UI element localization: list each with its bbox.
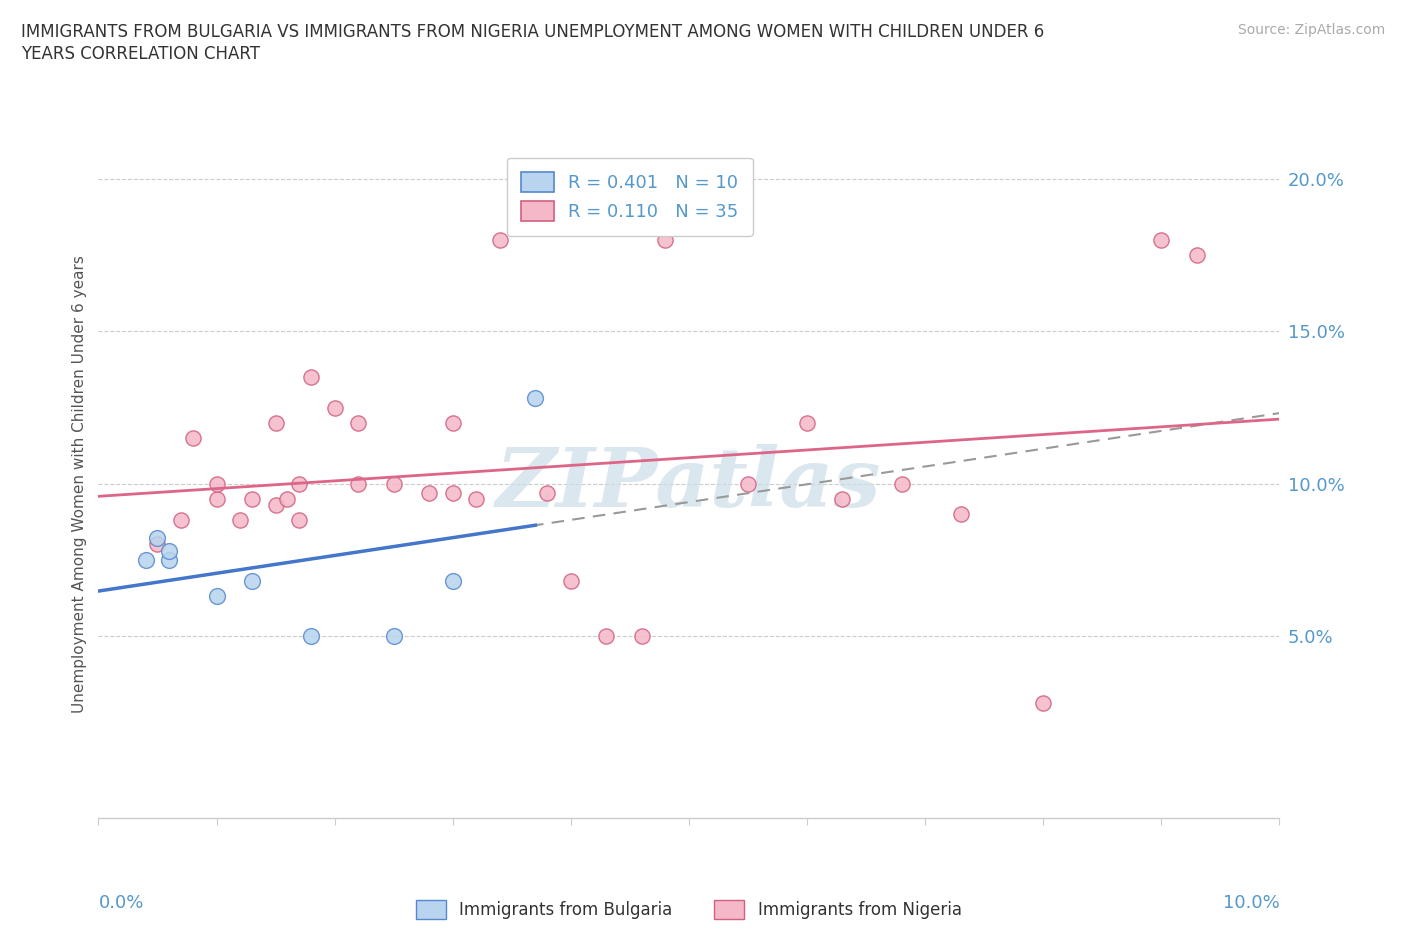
Legend: Immigrants from Bulgaria, Immigrants from Nigeria: Immigrants from Bulgaria, Immigrants fro… xyxy=(409,894,969,925)
Point xyxy=(949,507,972,522)
Point xyxy=(264,416,287,431)
Point xyxy=(382,476,405,491)
Point xyxy=(831,491,853,506)
Point xyxy=(382,629,405,644)
Point xyxy=(737,476,759,491)
Point xyxy=(240,491,263,506)
Point xyxy=(441,574,464,589)
Point xyxy=(135,552,157,567)
Point xyxy=(465,491,488,506)
Point xyxy=(560,574,582,589)
Point xyxy=(1150,232,1173,247)
Point xyxy=(146,531,169,546)
Point xyxy=(205,491,228,506)
Point xyxy=(536,485,558,500)
Text: Source: ZipAtlas.com: Source: ZipAtlas.com xyxy=(1237,23,1385,37)
Point xyxy=(240,574,263,589)
Point xyxy=(276,491,298,506)
Point xyxy=(157,552,180,567)
Point xyxy=(299,629,322,644)
Text: YEARS CORRELATION CHART: YEARS CORRELATION CHART xyxy=(21,45,260,62)
Point xyxy=(229,512,252,527)
Point xyxy=(157,543,180,558)
Point xyxy=(418,485,440,500)
Point xyxy=(170,512,193,527)
Point xyxy=(654,232,676,247)
Point xyxy=(1032,696,1054,711)
Point xyxy=(205,476,228,491)
Point xyxy=(441,416,464,431)
Text: 0.0%: 0.0% xyxy=(98,895,143,912)
Point xyxy=(890,476,912,491)
Text: ZIPatlas: ZIPatlas xyxy=(496,444,882,524)
Point xyxy=(264,498,287,512)
Point xyxy=(288,512,311,527)
Point xyxy=(489,232,512,247)
Point xyxy=(288,476,311,491)
Point xyxy=(796,416,818,431)
Point xyxy=(441,485,464,500)
Point xyxy=(299,369,322,384)
Point xyxy=(630,629,652,644)
Point xyxy=(1185,248,1208,263)
Point xyxy=(146,537,169,551)
Point xyxy=(595,629,617,644)
Point xyxy=(524,391,547,405)
Y-axis label: Unemployment Among Women with Children Under 6 years: Unemployment Among Women with Children U… xyxy=(72,255,87,712)
Point xyxy=(347,476,370,491)
Point xyxy=(323,400,346,415)
Point xyxy=(347,416,370,431)
Point xyxy=(205,589,228,604)
Point xyxy=(181,431,204,445)
Text: IMMIGRANTS FROM BULGARIA VS IMMIGRANTS FROM NIGERIA UNEMPLOYMENT AMONG WOMEN WIT: IMMIGRANTS FROM BULGARIA VS IMMIGRANTS F… xyxy=(21,23,1045,41)
Text: 10.0%: 10.0% xyxy=(1223,895,1279,912)
